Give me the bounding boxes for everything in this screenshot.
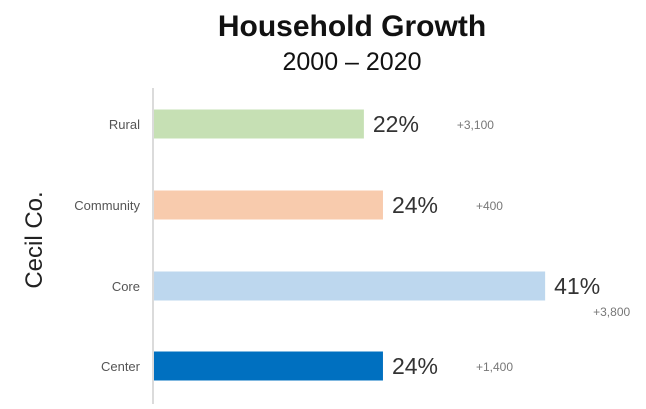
bar-core <box>154 271 546 301</box>
chart-title: Household Growth <box>218 10 486 43</box>
category-label-core: Core <box>112 279 140 294</box>
change-label-core: +3,800 <box>593 305 630 319</box>
bar-rural <box>154 109 364 139</box>
change-label-community: +400 <box>476 199 503 213</box>
change-label-center: +1,400 <box>476 360 513 374</box>
group-axis-label: Cecil Co. <box>21 191 48 288</box>
bar-community <box>154 190 383 220</box>
value-label-center: 24% <box>392 353 438 379</box>
chart-subtitle: 2000 – 2020 <box>282 48 421 76</box>
value-label-rural: 22% <box>373 111 419 137</box>
category-label-community: Community <box>74 198 140 213</box>
category-label-rural: Rural <box>109 117 140 132</box>
value-label-core: 41% <box>554 273 600 299</box>
bar-marks: Rural 22% +3,100 Community 24% +400 Core 41% +3,… <box>74 109 631 381</box>
change-label-rural: +3,100 <box>457 118 494 132</box>
category-label-center: Center <box>101 359 141 374</box>
bar-center <box>154 351 383 381</box>
value-label-community: 24% <box>392 192 438 218</box>
